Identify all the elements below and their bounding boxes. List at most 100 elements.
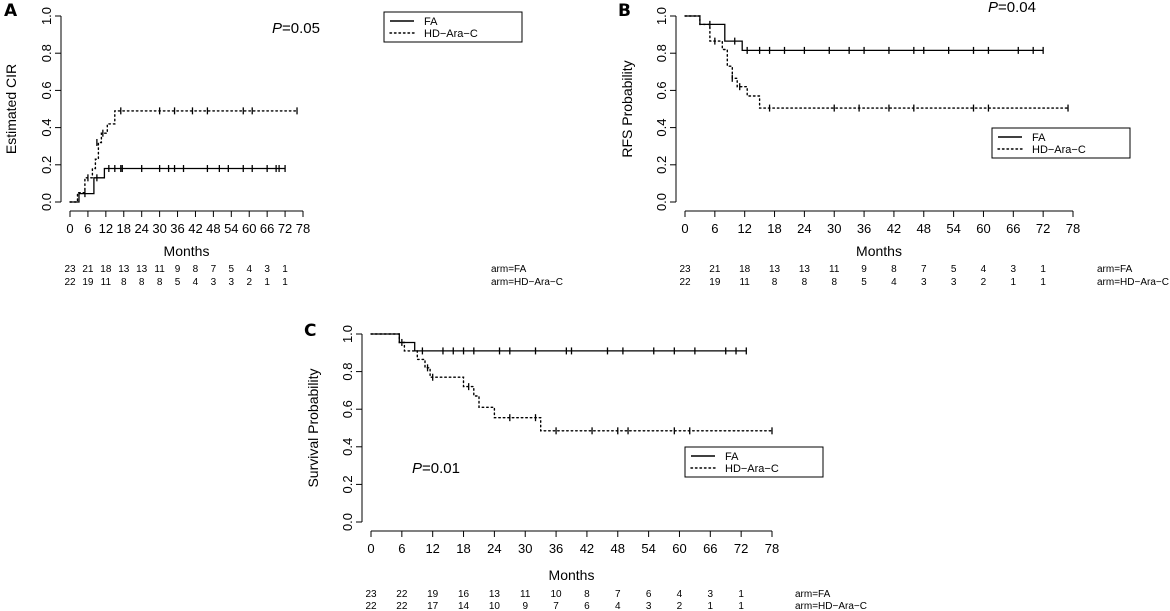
risk-table-value: 5	[951, 264, 957, 275]
risk-table-value: 8	[772, 277, 778, 288]
series-line-hd-ara-c	[70, 111, 297, 202]
risk-table-value: 4	[193, 277, 199, 288]
legend-label: HD−Ara−C	[424, 28, 478, 40]
km-figure: A0.00.20.40.60.81.0Estimated CIR0 6 12 18 24…	[0, 0, 1170, 611]
risk-table-value: 7	[211, 264, 217, 275]
risk-table-value: 6	[584, 601, 590, 611]
risk-table-row-label: arm=FA	[795, 589, 831, 600]
risk-table-value: 22	[365, 601, 377, 611]
x-tick-label: 78	[765, 541, 779, 556]
risk-table-value: 7	[553, 601, 559, 611]
risk-table-row-label: arm=HD−Ara−C	[491, 277, 563, 288]
risk-table-value: 8	[802, 277, 808, 288]
risk-table-row-label: arm=HD−Ara−C	[1097, 277, 1169, 288]
y-tick-label: 0.6	[39, 81, 54, 99]
risk-table-value: 22	[64, 277, 76, 288]
y-tick-label: 0.4	[654, 119, 669, 137]
risk-table-row-label: arm=FA	[1097, 264, 1133, 275]
y-tick-label: 0.4	[39, 119, 54, 137]
p-value: P=0.01	[412, 460, 460, 477]
y-tick-label: 0.8	[39, 44, 54, 62]
x-tick-label: 18	[767, 221, 781, 236]
x-tick-label: 42	[188, 221, 202, 236]
risk-table-value: 1	[738, 589, 744, 600]
y-tick-label: 0.2	[340, 475, 355, 493]
panel-letter: A	[4, 1, 18, 21]
risk-table-value: 17	[427, 601, 439, 611]
risk-table-value: 8	[584, 589, 590, 600]
legend-label: HD−Ara−C	[1032, 144, 1086, 156]
x-axis-title: Months	[164, 243, 210, 259]
x-tick-label: 54	[641, 541, 655, 556]
risk-table-value: 6	[646, 589, 652, 600]
risk-table-value: 2	[981, 277, 987, 288]
x-tick-label: 60	[672, 541, 686, 556]
risk-table-value: 2	[677, 601, 683, 611]
legend-label: FA	[424, 16, 438, 28]
risk-table-row-label: arm=HD−Ara−C	[795, 601, 867, 611]
x-tick-label: 42	[580, 541, 594, 556]
y-tick-label: 1.0	[340, 325, 355, 343]
risk-table-value: 10	[489, 601, 501, 611]
risk-table-value: 23	[365, 589, 377, 600]
p-value: P=0.05	[272, 20, 320, 37]
x-tick-label: 66	[1006, 221, 1020, 236]
legend-label: HD−Ara−C	[725, 463, 779, 475]
x-tick-label: 6	[711, 221, 718, 236]
x-tick-label: 36	[549, 541, 563, 556]
risk-table-value: 1	[1040, 277, 1046, 288]
risk-table-value: 11	[154, 264, 165, 275]
risk-table-value: 13	[118, 264, 130, 275]
x-tick-label: 72	[1036, 221, 1050, 236]
risk-table-value: 8	[891, 264, 897, 275]
risk-table-value: 3	[921, 277, 927, 288]
x-tick-label: 0	[681, 221, 688, 236]
risk-table-value: 11	[520, 589, 531, 600]
y-tick-label: 0.8	[340, 363, 355, 381]
y-tick-label: 1.0	[654, 7, 669, 25]
risk-table-value: 1	[738, 601, 744, 611]
x-tick-label: 60	[976, 221, 990, 236]
risk-table-value: 14	[458, 601, 470, 611]
x-tick-label: 24	[797, 221, 811, 236]
x-tick-label: 6	[398, 541, 405, 556]
x-tick-label: 12	[99, 221, 113, 236]
x-tick-label: 66	[260, 221, 274, 236]
x-tick-label: 72	[734, 541, 748, 556]
risk-table-value: 4	[677, 589, 683, 600]
x-tick-label: 54	[946, 221, 960, 236]
risk-table-value: 7	[921, 264, 927, 275]
risk-table-value: 21	[709, 264, 721, 275]
risk-table-value: 5	[861, 277, 867, 288]
risk-table-value: 11	[101, 277, 112, 288]
x-tick-label: 66	[703, 541, 717, 556]
risk-table-value: 3	[229, 277, 235, 288]
risk-table-value: 19	[709, 277, 721, 288]
risk-table-value: 5	[229, 264, 235, 275]
x-tick-label: 78	[296, 221, 310, 236]
risk-table-value: 3	[951, 277, 957, 288]
risk-table-value: 4	[981, 264, 987, 275]
risk-table-value: 18	[739, 264, 751, 275]
risk-table-value: 1	[282, 264, 288, 275]
risk-table-value: 3	[264, 264, 270, 275]
series-line-hd-ara-c	[685, 16, 1068, 108]
risk-table-value: 8	[157, 277, 163, 288]
risk-table-value: 13	[799, 264, 811, 275]
risk-table-value: 21	[82, 264, 94, 275]
risk-table-value: 22	[679, 277, 691, 288]
panel-c: C0.00.20.40.60.81.0Survival Probability0…	[304, 321, 867, 611]
p-value: P=0.04	[988, 0, 1036, 16]
risk-table-value: 19	[82, 277, 94, 288]
risk-table-value: 9	[861, 264, 867, 275]
risk-table-value: 8	[193, 264, 199, 275]
risk-table-value: 4	[615, 601, 621, 611]
risk-table-value: 1	[1040, 264, 1046, 275]
y-tick-label: 0.0	[39, 193, 54, 211]
y-axis-title: Survival Probability	[305, 368, 321, 487]
risk-table-value: 9	[522, 601, 528, 611]
series-line-fa	[371, 334, 746, 351]
risk-table-value: 3	[1011, 264, 1017, 275]
risk-table-value: 3	[646, 601, 652, 611]
